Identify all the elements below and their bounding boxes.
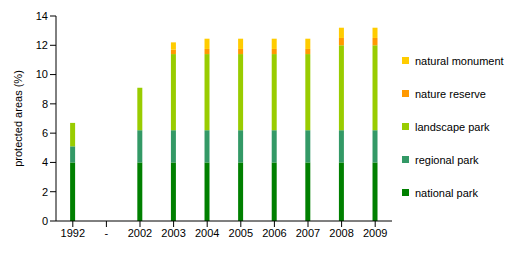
svg-text:8: 8 [42, 98, 48, 110]
svg-text:2004: 2004 [195, 227, 219, 239]
svg-text:2002: 2002 [128, 227, 152, 239]
html-text:nature reserve: nature reserve [415, 87, 486, 100]
svg-text:14: 14 [36, 10, 48, 22]
svg-text:2003: 2003 [161, 227, 185, 239]
svg-text:2009: 2009 [363, 227, 387, 239]
svg-text:6: 6 [42, 127, 48, 139]
svg-text:2008: 2008 [329, 227, 353, 239]
html-text:natural monument: natural monument [415, 54, 504, 67]
svg-text:4: 4 [42, 156, 48, 168]
svg-text:2007: 2007 [296, 227, 320, 239]
svg-text:2: 2 [42, 186, 48, 198]
svg-text:0: 0 [42, 215, 48, 227]
svg-text:10: 10 [36, 68, 48, 80]
svg-text:2006: 2006 [262, 227, 286, 239]
html-text:national park: national park [415, 186, 478, 199]
svg-text:2005: 2005 [229, 227, 253, 239]
svg-text:12: 12 [36, 39, 48, 51]
svg-text:-: - [105, 227, 109, 239]
html-text:landscape park: landscape park [415, 120, 490, 133]
svg-text:protected areas (%): protected areas (%) [12, 70, 24, 167]
svg-text:1992: 1992 [61, 227, 85, 239]
html-text:regional park: regional park [415, 153, 479, 166]
